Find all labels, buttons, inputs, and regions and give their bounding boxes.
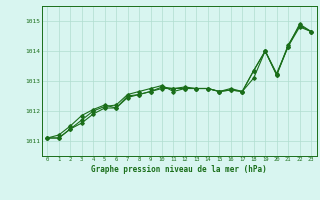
X-axis label: Graphe pression niveau de la mer (hPa): Graphe pression niveau de la mer (hPa) xyxy=(91,165,267,174)
